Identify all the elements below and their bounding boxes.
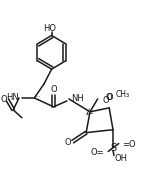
Text: HN: HN [6,93,19,102]
Text: O: O [105,93,112,102]
Text: ···: ··· [35,95,41,100]
Text: NH: NH [71,95,84,103]
Text: S: S [110,142,116,153]
Text: CH₃: CH₃ [116,90,130,100]
Text: OH: OH [115,154,128,163]
Text: O: O [50,86,57,95]
Text: O: O [106,93,113,102]
Text: O=: O= [91,148,104,157]
Text: HO: HO [43,24,56,33]
Text: O: O [65,138,71,147]
Text: O: O [0,95,7,104]
Text: O: O [102,96,109,105]
Text: •: • [87,110,91,115]
Text: =O: =O [122,140,135,149]
